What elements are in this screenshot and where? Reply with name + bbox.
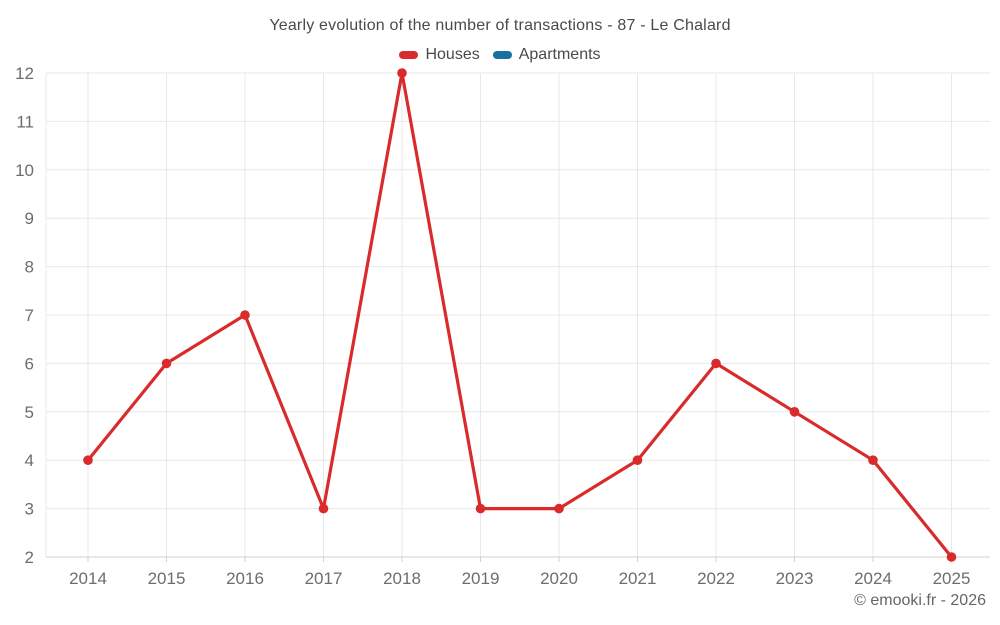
legend-label: Houses [425,46,480,63]
y-axis-label: 9 [25,209,34,228]
x-axis-label: 2023 [776,569,814,588]
chart-title: Yearly evolution of the number of transa… [269,17,731,34]
data-point-houses-2025[interactable] [946,552,957,562]
y-axis-label: 3 [25,500,34,519]
y-axis-label: 11 [16,112,34,131]
x-axis-label: 2020 [540,569,578,588]
x-axis-label: 2017 [305,569,343,588]
data-point-houses-2015[interactable] [161,358,172,369]
legend-label: Apartments [518,46,601,63]
series-line-houses [86,71,954,559]
data-point-houses-2019[interactable] [475,503,486,514]
copyright-text: © emooki.fr - 2026 [854,592,986,609]
legend-swatch-icon [492,51,512,59]
y-axis-label: 2 [25,548,34,567]
data-point-houses-2017[interactable] [318,503,329,514]
chart-legend: Houses Apartments [0,46,1000,64]
y-axis-label: 10 [15,161,34,180]
data-point-houses-2014[interactable] [83,455,93,466]
y-axis-label: 5 [25,403,34,422]
y-axis-label: 4 [25,451,34,470]
data-point-houses-2021[interactable] [632,455,643,466]
x-axis-label: 2024 [854,569,892,588]
y-axis-label: 7 [25,306,34,325]
data-point-houses-2024[interactable] [868,455,878,466]
legend-item-houses[interactable]: Houses [399,46,480,64]
legend-item-apartments[interactable]: Apartments [492,46,601,64]
y-axis-label: 12 [15,64,34,83]
data-point-houses-2022[interactable] [711,358,721,369]
data-point-houses-2018[interactable] [397,68,407,78]
x-axis-label: 2018 [383,569,421,588]
legend-swatch-icon [399,51,419,59]
data-point-houses-2023[interactable] [789,407,800,417]
x-axis-label: 2014 [69,569,107,588]
data-point-houses-2020[interactable] [554,503,564,514]
data-point-houses-2016[interactable] [240,310,250,320]
y-axis-label: 8 [25,258,34,277]
x-axis-label: 2025 [933,569,971,588]
y-axis-label: 6 [25,354,34,373]
x-axis-label: 2022 [697,569,735,588]
x-axis-label: 2021 [619,569,657,588]
x-axis-label: 2016 [226,569,264,588]
x-axis-label: 2015 [148,569,186,588]
x-axis-label: 2019 [462,569,500,588]
